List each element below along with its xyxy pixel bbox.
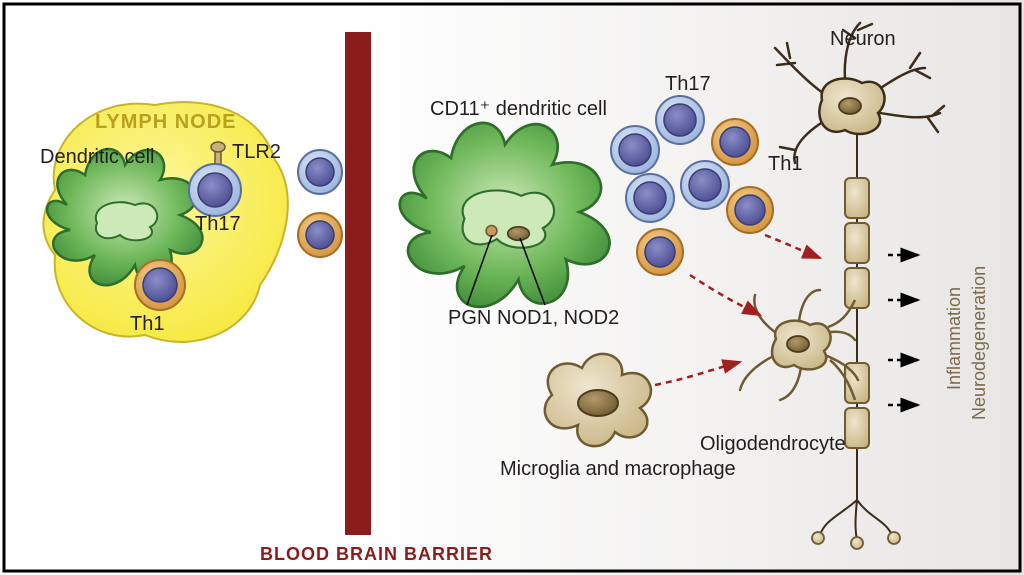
pgn-particle bbox=[486, 226, 497, 237]
label-th1-right: Th1 bbox=[768, 153, 802, 175]
label-th17-left: Th17 bbox=[195, 213, 241, 235]
label-tlr2: TLR2 bbox=[232, 141, 281, 163]
label-pgn: PGN bbox=[448, 307, 491, 329]
blood-brain-barrier bbox=[345, 32, 371, 535]
label-bbb: BLOOD BRAIN BARRIER bbox=[260, 544, 493, 564]
label-microglia: Microglia and macrophage bbox=[500, 458, 736, 480]
label-inflammation: Inflammation bbox=[944, 287, 964, 390]
nod-particle bbox=[508, 227, 530, 241]
label-neuron: Neuron bbox=[830, 28, 896, 50]
crossing-cell-th1 bbox=[298, 213, 342, 257]
label-dendritic-cell: Dendritic cell bbox=[40, 146, 154, 168]
label-th17-right: Th17 bbox=[665, 73, 711, 95]
th17-cell-left bbox=[189, 164, 241, 216]
label-nod: NOD1, NOD2 bbox=[497, 307, 619, 329]
label-th1-left: Th1 bbox=[130, 313, 164, 335]
th1-cell-left bbox=[135, 260, 185, 310]
label-cd11-dc: CD11⁺ dendritic cell bbox=[430, 98, 607, 120]
label-neurodegeneration: Neurodegeneration bbox=[969, 266, 989, 420]
label-lymph-node: LYMPH NODE bbox=[95, 111, 237, 133]
crossing-cell-th17 bbox=[298, 150, 342, 194]
label-oligodendrocyte: Oligodendrocyte bbox=[700, 433, 846, 455]
